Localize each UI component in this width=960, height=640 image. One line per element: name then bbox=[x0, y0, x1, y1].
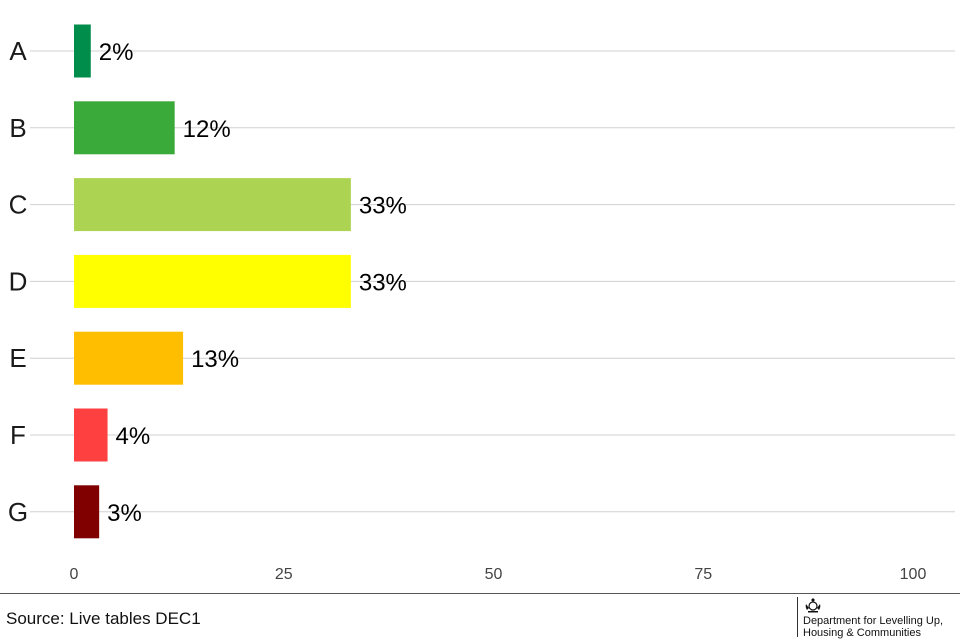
logo-text-line1: Department for Levelling Up, bbox=[803, 615, 944, 627]
bar-c bbox=[74, 178, 351, 232]
category-label: D bbox=[9, 266, 28, 296]
category-label: E bbox=[9, 343, 26, 373]
category-label: F bbox=[10, 420, 26, 450]
category-label: B bbox=[9, 113, 26, 143]
data-label: 4% bbox=[116, 423, 151, 450]
category-label: C bbox=[9, 190, 28, 220]
x-tick-label: 25 bbox=[275, 566, 293, 583]
x-tick-label: 75 bbox=[694, 566, 712, 583]
category-label: A bbox=[9, 36, 27, 66]
category-label: G bbox=[8, 497, 28, 527]
data-label: 13% bbox=[191, 346, 239, 373]
x-tick-label: 0 bbox=[70, 566, 79, 583]
x-tick-label: 100 bbox=[900, 566, 927, 583]
bar-e bbox=[74, 331, 184, 385]
bar-b bbox=[74, 101, 175, 155]
logo-text-line2: Housing & Communities bbox=[803, 627, 921, 639]
royal-crest-icon bbox=[805, 598, 821, 613]
data-label: 3% bbox=[107, 500, 142, 527]
data-label: 33% bbox=[359, 193, 407, 220]
x-tick-label: 50 bbox=[485, 566, 503, 583]
data-label: 2% bbox=[99, 39, 134, 66]
department-logo: Department for Levelling Up, Housing & C… bbox=[797, 597, 958, 639]
bar-d bbox=[74, 254, 351, 308]
data-label: 12% bbox=[183, 116, 231, 143]
bar-g bbox=[74, 485, 100, 539]
data-label: 33% bbox=[359, 269, 407, 296]
bar-chart: A 2% B 12% C 33% D 33% E 13% F 4% G 3% 0 25 50 75 100 bbox=[8, 24, 955, 583]
bar-f bbox=[74, 408, 108, 462]
bar-a bbox=[74, 24, 91, 78]
footer-divider bbox=[0, 593, 960, 594]
source-note: Source: Live tables DEC1 bbox=[6, 609, 201, 628]
